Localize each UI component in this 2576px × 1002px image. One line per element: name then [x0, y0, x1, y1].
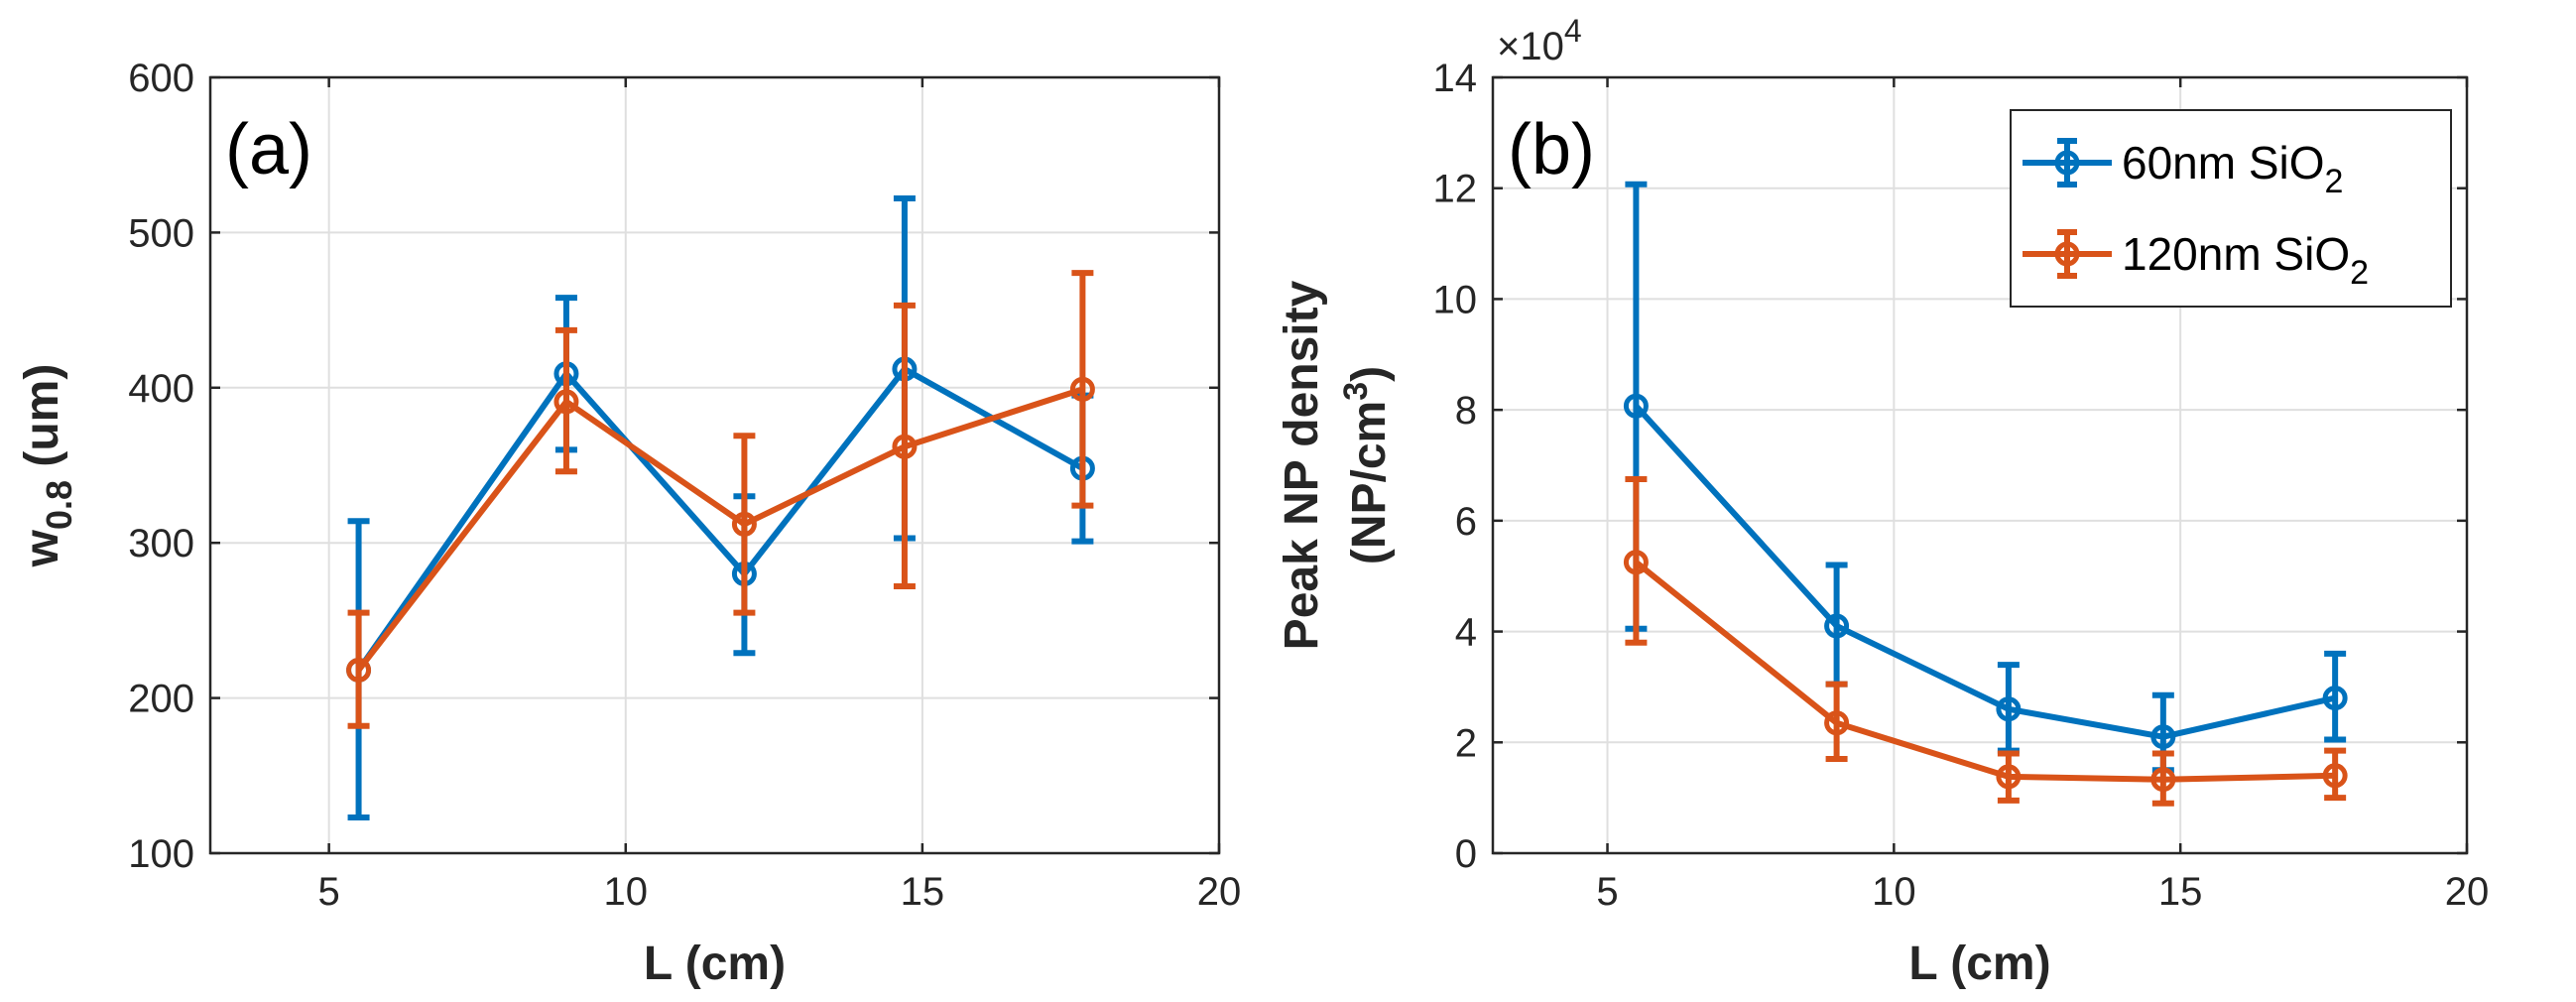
legend-label-subscript: 2 — [2325, 163, 2344, 200]
panel-label: (b) — [1508, 110, 1595, 189]
legend-label: 120nm SiO2 — [2122, 228, 2369, 292]
multiplier-base: ×10 — [1497, 25, 1564, 68]
x-tick-label: 5 — [1596, 870, 1618, 914]
x-tick-label: 10 — [1872, 870, 1916, 914]
multiplier-exponent: 4 — [1564, 13, 1582, 49]
x-tick-label: 5 — [318, 870, 340, 914]
y-tick-label: 400 — [128, 367, 194, 411]
data-point — [892, 434, 918, 459]
legend-marker — [2054, 241, 2080, 267]
legend-entry-120nm: 120nm SiO2 — [2023, 228, 2369, 292]
axes-box — [1491, 75, 2469, 855]
x-tick-label: 20 — [2445, 870, 2490, 914]
y-tick-label: 2 — [1455, 721, 1477, 765]
axes-box — [208, 75, 1221, 855]
data-point — [346, 657, 372, 683]
y-tick-label: 300 — [128, 522, 194, 565]
y-axis-multiplier: ×104 — [1497, 13, 1582, 68]
x-tick-label: 10 — [604, 870, 649, 914]
x-axis-label: L (cm) — [644, 938, 786, 990]
data-point — [2322, 763, 2348, 789]
y-axis-label: w0.8 (um) — [16, 364, 79, 568]
y-axis-label-line1: Peak NP density — [1276, 280, 1328, 650]
legend-symbol — [2023, 138, 2112, 188]
tick-labels: 5 10 15 20 100 200 300 400 500 600 — [128, 57, 1241, 914]
y-tick-label: 500 — [128, 211, 194, 255]
legend-marker — [2054, 150, 2080, 176]
data-point — [1996, 696, 2022, 722]
legend-entry-60nm: 60nm SiO2 — [2023, 137, 2343, 200]
x-tick-label: 15 — [901, 870, 945, 914]
data-point — [1623, 393, 1649, 419]
y-axis-label-line2: (NP/cm3) — [1337, 366, 1396, 564]
y-tick-label: 14 — [1433, 57, 1478, 100]
x-tick-label: 20 — [1197, 870, 1242, 914]
data-point — [2322, 686, 2348, 711]
panel-label: (a) — [225, 110, 312, 189]
y-tick-label: 0 — [1455, 832, 1477, 876]
y-tick-label: 6 — [1455, 500, 1477, 544]
data-series — [1623, 181, 2348, 807]
legend-label: 60nm SiO2 — [2122, 137, 2343, 200]
data-point — [1069, 376, 1095, 402]
data-point — [1996, 764, 2022, 790]
data-point — [1623, 550, 1649, 575]
y-tick-label: 4 — [1455, 611, 1477, 655]
series-1 — [1623, 475, 2348, 807]
data-point — [1824, 710, 1850, 736]
y-axis-unit-tail: ) — [1343, 366, 1396, 382]
series-line — [356, 386, 1084, 673]
series-line — [1634, 560, 2336, 783]
y-tick-label: 600 — [128, 57, 194, 100]
y-tick-label: 100 — [128, 832, 194, 876]
y-axis-unit-superscript: 3 — [1337, 382, 1375, 401]
legend-label-subscript: 2 — [2350, 254, 2369, 292]
panel-a-w08-vs-L: 5 10 15 20 100 200 300 400 500 600 (a) L (cm) w0.… — [16, 57, 1241, 990]
tick-labels: 5 10 15 20 0 2 4 6 8 10 12 14 — [1433, 57, 2490, 914]
x-tick-label: 15 — [2158, 870, 2203, 914]
y-axis-unit-base: (NP/cm — [1343, 401, 1396, 564]
y-axis-label-base: w — [16, 529, 68, 567]
legend-symbol — [2023, 229, 2112, 279]
data-series — [346, 194, 1095, 821]
series-line — [1634, 404, 2336, 740]
legend-label-base: 60nm SiO — [2122, 137, 2325, 188]
data-point — [2150, 767, 2176, 793]
y-tick-label: 12 — [1433, 168, 1478, 211]
legend: 60nm SiO2 120nm SiO2 — [2010, 109, 2452, 308]
data-point — [2150, 724, 2176, 750]
y-tick-label: 200 — [128, 678, 194, 721]
legend-box — [2010, 109, 2452, 308]
y-tick-label: 8 — [1455, 389, 1477, 433]
series-line — [356, 366, 1084, 673]
data-point — [731, 511, 757, 537]
y-tick-label: 10 — [1433, 278, 1478, 321]
x-axis-label: L (cm) — [1908, 938, 2050, 990]
y-axis-label-unit: (um) — [16, 364, 68, 480]
y-axis-label-subscript: 0.8 — [39, 480, 79, 530]
data-point — [1824, 613, 1850, 639]
legend-label-base: 120nm SiO — [2122, 228, 2350, 280]
data-point — [553, 389, 579, 415]
series-1 — [346, 270, 1095, 729]
